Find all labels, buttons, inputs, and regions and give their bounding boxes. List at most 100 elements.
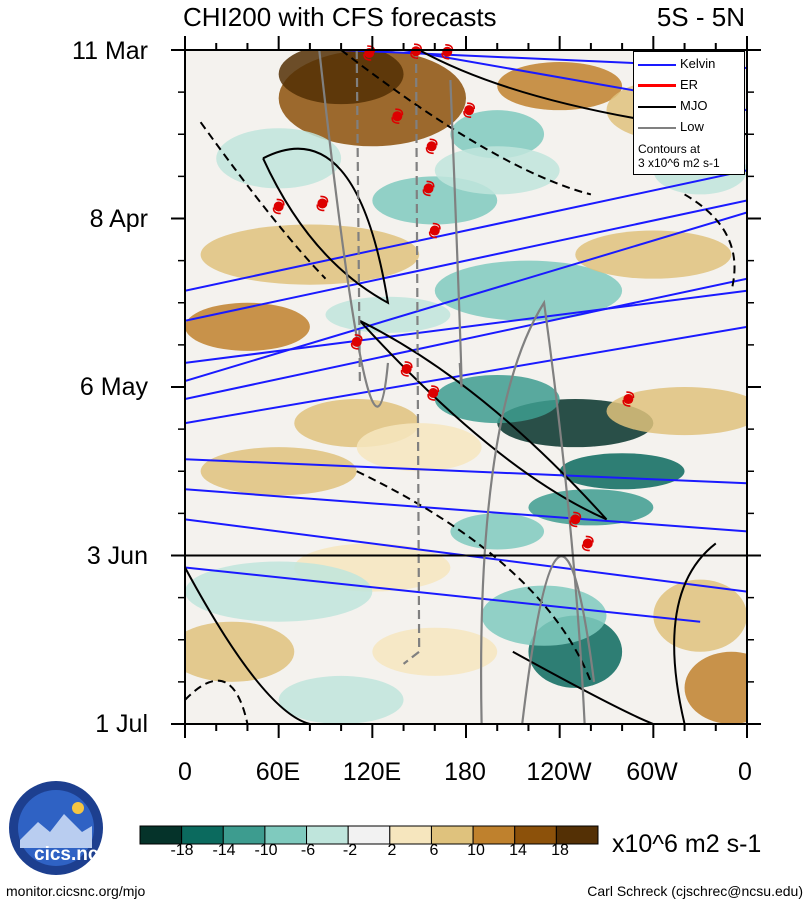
kelvin-contour [185, 566, 701, 623]
colorbar-label: -14 [212, 842, 236, 859]
kelvin-contour [185, 211, 747, 382]
chi-shading-blob [450, 110, 545, 159]
legend-item-kelvin: Kelvin [638, 56, 742, 74]
x-tick-label: 60E [255, 758, 301, 786]
low-contour [318, 50, 390, 408]
mjo-contour [185, 679, 249, 724]
kelvin-contour [185, 488, 747, 533]
chi-shading-blob [216, 128, 342, 189]
colorbar-label: 2 [387, 842, 397, 859]
mjo-contour [185, 567, 311, 724]
storm-marker [428, 222, 441, 239]
mjo-contour [356, 470, 592, 683]
colorbar-swatch [555, 825, 599, 845]
colorbar-label: -10 [254, 842, 278, 859]
chi-shading-blob [606, 387, 747, 436]
y-tick-label: 3 Jun [86, 542, 148, 570]
chi-shading-blob [185, 302, 310, 351]
region-label: 5S - 5N [656, 2, 745, 32]
chi-shading-blob [185, 621, 295, 682]
colorbar-units: x10^6 m2 s-1 [612, 830, 762, 858]
footer-credit: Carl Schreck (cjschrec@ncsu.edu) [587, 883, 803, 899]
colorbar-label: 14 [509, 842, 527, 859]
x-tick-label: 120E [342, 758, 402, 786]
chi-shading-blob [278, 50, 404, 105]
low-contour [521, 555, 596, 724]
chi-shading-blob [653, 579, 747, 652]
storm-marker [391, 108, 404, 124]
chi-shading-blob [434, 374, 560, 424]
storm-marker [422, 180, 435, 197]
storm-marker [569, 511, 582, 528]
x-tick-label: 60W [626, 758, 678, 786]
storm-marker [316, 195, 329, 212]
y-tick-label: 8 Apr [89, 205, 148, 233]
chi-shading-blob [434, 146, 560, 195]
chi-shading-blob [575, 230, 732, 279]
x-tick-label: 120W [526, 758, 592, 786]
legend-note: Contours at 3 x10^6 m2 s-1 [638, 142, 720, 170]
storm-marker [350, 334, 363, 350]
legend-item-low: Low [638, 119, 742, 137]
kelvin-contour [185, 458, 747, 485]
chi-shading-blob [200, 224, 420, 285]
y-tick-label: 11 Mar [72, 37, 148, 65]
mjo-contour [673, 542, 717, 724]
colorbar-label: -6 [300, 842, 316, 859]
kelvin-contour [185, 325, 747, 425]
chi-shading-blob [200, 447, 357, 496]
legend-item-mjo: MJO [638, 98, 742, 116]
low-contour [449, 80, 463, 388]
legend-note-line: 3 x10^6 m2 s-1 [638, 156, 720, 170]
legend: Kelvin ER MJO Low Contours at 3 x10^6 m2… [633, 51, 745, 175]
footer-url: monitor.cicsnc.org/mjo [6, 883, 146, 899]
storm-marker [410, 43, 422, 60]
mjo-contour [340, 50, 592, 196]
storm-marker [622, 391, 635, 407]
chi-shading-blob [325, 296, 451, 333]
storm-marker [400, 361, 413, 377]
chi-shading-blob [497, 62, 623, 111]
colorbar-label: 6 [429, 842, 439, 859]
chi-shading-blob [185, 561, 373, 622]
chi-shading-blob [684, 651, 747, 724]
legend-swatch [638, 64, 676, 66]
legend-swatch [638, 127, 676, 129]
x-tick-label: 0 [738, 758, 752, 786]
mjo-contour [512, 650, 654, 724]
chi-shading-blob [372, 627, 498, 676]
legend-swatch [638, 84, 676, 87]
legend-label: Low [680, 119, 704, 134]
legend-label: ER [680, 77, 699, 92]
low-contour [480, 299, 586, 724]
mjo-contour [262, 147, 390, 305]
chi-shading-blob [278, 675, 404, 724]
mjo-contour [684, 193, 736, 291]
colorbar-label: 18 [551, 842, 569, 859]
storm-marker [272, 198, 285, 215]
chi-shading-blob [450, 513, 545, 550]
legend-swatch [638, 106, 676, 108]
chi-shading-blob [528, 489, 654, 526]
x-tick-label: 0 [178, 758, 192, 786]
legend-label: Kelvin [680, 56, 716, 71]
y-tick-label: 6 May [79, 373, 148, 401]
cics-logo [9, 781, 103, 875]
chi-shading-blob [434, 260, 623, 321]
storm-marker [463, 102, 476, 118]
chi-shading-blob [481, 585, 607, 646]
legend-item-er: ER [638, 77, 742, 95]
kelvin-contour [185, 277, 747, 401]
storm-marker [581, 535, 594, 552]
colorbar-label: -18 [170, 842, 194, 859]
low-contour [402, 50, 421, 665]
logo-text: cics.nc [34, 844, 99, 865]
legend-note-line: Contours at [638, 142, 701, 156]
chart-title: CHI200 with CFS forecasts [183, 2, 497, 32]
x-tick-label: 180 [444, 758, 486, 786]
storm-marker [427, 385, 440, 401]
mjo-contour [359, 319, 608, 521]
kelvin-contour [185, 169, 747, 292]
mjo-contour [199, 121, 327, 280]
